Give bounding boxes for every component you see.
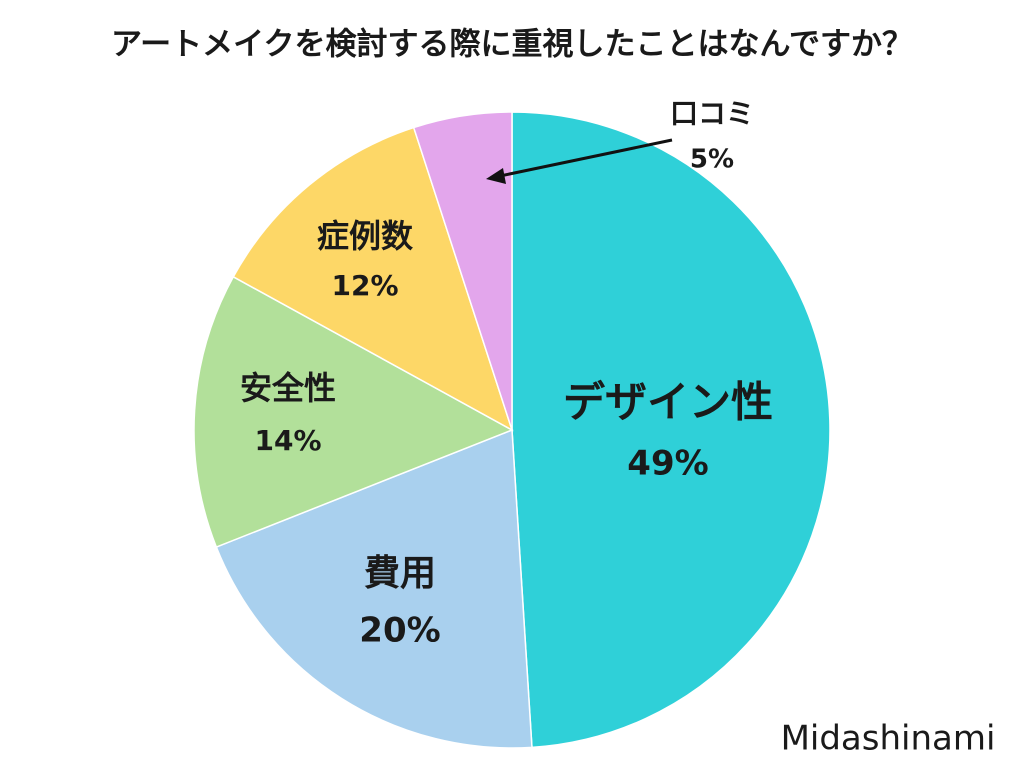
pie-slice (232, 126, 514, 432)
slice-value-label: 12% (331, 269, 398, 302)
callout-arrowhead (486, 168, 506, 184)
slice-label: 安全性 (240, 369, 336, 407)
pie-slice (193, 275, 514, 549)
pie-slice (511, 111, 831, 749)
pie-slice (412, 111, 513, 431)
slice-label: 費用 (364, 553, 436, 594)
slice-value-label: 49% (627, 444, 708, 484)
watermark: Midashinami (781, 719, 996, 759)
slice-value-label: 14% (254, 424, 321, 457)
slice-label: デザイン性 (563, 378, 773, 427)
slice-label: 口コミ (670, 97, 754, 130)
slice-value-label: 20% (359, 611, 440, 651)
chart-title: アートメイクを検討する際に重視したことはなんですか？ (111, 27, 913, 63)
pie-slice (215, 428, 533, 749)
slice-label: 症例数 (317, 217, 414, 255)
slice-value-label: 5% (690, 145, 734, 175)
callout-arrow (499, 138, 673, 178)
